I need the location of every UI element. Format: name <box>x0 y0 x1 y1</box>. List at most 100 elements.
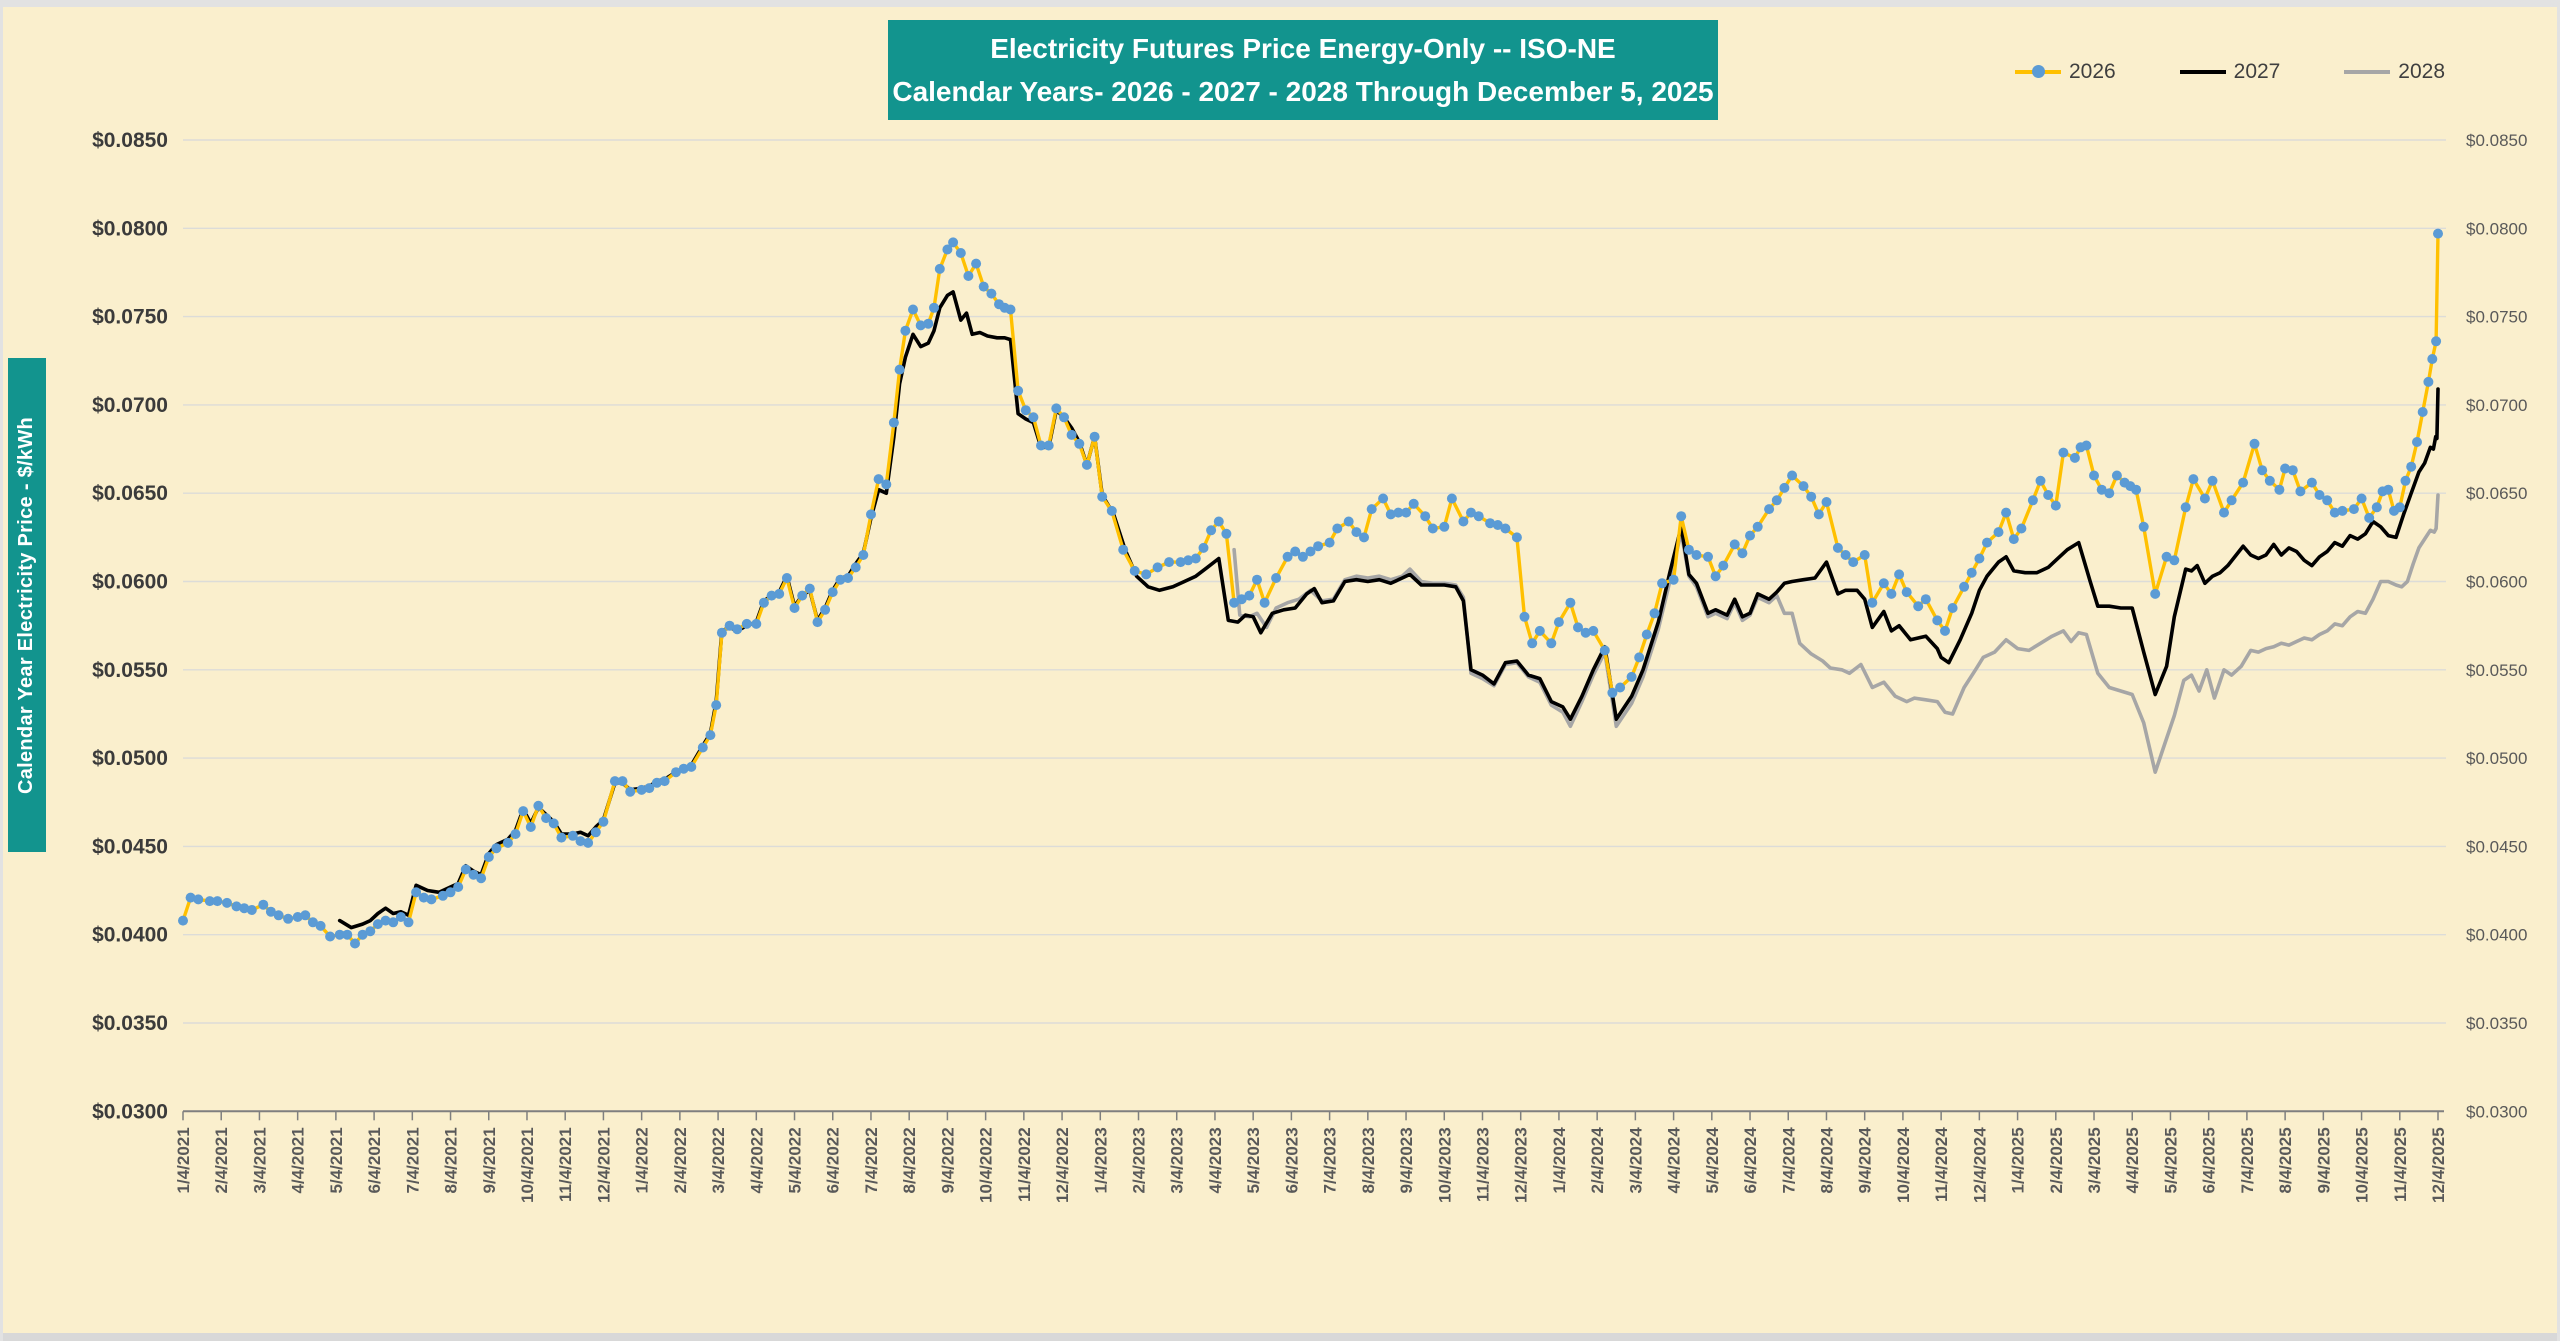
data-point-2026 <box>1848 557 1859 568</box>
data-point-2026 <box>525 822 536 832</box>
data-point-2026 <box>751 618 762 629</box>
data-point-2026 <box>1676 511 1687 522</box>
data-point-2026 <box>567 830 578 841</box>
data-point-2026 <box>1607 687 1618 698</box>
data-point-2026 <box>590 827 601 838</box>
data-point-2026 <box>283 913 294 924</box>
data-point-2026 <box>1821 497 1832 507</box>
data-point-2026 <box>2089 470 2099 481</box>
data-point-2026 <box>2027 495 2038 506</box>
x-tick-label: 4/4/2022 <box>747 1127 766 1193</box>
data-point-2026 <box>915 320 926 331</box>
data-point-2026 <box>1485 518 1496 529</box>
data-point-2026 <box>1141 569 1152 580</box>
data-point-2026 <box>1190 553 1201 564</box>
x-tick-label: 3/4/2025 <box>2085 1127 2104 1193</box>
data-point-2026 <box>1580 627 1591 638</box>
data-point-2026 <box>2314 490 2325 500</box>
y-tick-label-right: $0.0400 <box>2466 926 2527 945</box>
data-point-2026 <box>843 573 853 583</box>
data-point-2026 <box>1534 625 1545 636</box>
legend-item-2026[interactable]: 2026 <box>2015 60 2116 84</box>
x-tick-label: 10/4/2021 <box>518 1127 537 1203</box>
legend-line-sample-2028 <box>2344 70 2391 74</box>
data-point-2026 <box>1066 429 1077 440</box>
x-tick-label: 3/4/2024 <box>1626 1127 1645 1194</box>
data-point-2026 <box>258 899 269 910</box>
x-tick-label: 2/4/2025 <box>2047 1127 2066 1193</box>
data-point-2026 <box>437 890 448 901</box>
data-point-2026 <box>1378 493 1389 504</box>
data-point-2026 <box>942 244 953 255</box>
data-point-2026 <box>510 829 521 839</box>
data-point-2026 <box>1175 557 1186 568</box>
x-tick-label: 11/4/2022 <box>1015 1127 1034 1202</box>
data-point-2026 <box>273 910 284 921</box>
data-point-2026 <box>929 302 939 313</box>
data-point-2026 <box>2008 534 2019 545</box>
data-point-2026 <box>2394 502 2405 513</box>
legend-line-sample-2026 <box>2015 65 2061 78</box>
x-tick-label: 12/4/2022 <box>1053 1127 1072 1203</box>
x-tick-label: 6/4/2021 <box>365 1127 384 1193</box>
data-point-2026 <box>395 912 406 922</box>
x-tick-labels: 1/4/2021 2/4/2021 3/4/2021 4/4/2021 5/4/2021… <box>174 1127 2448 1203</box>
x-tick-label: 12/4/2021 <box>594 1127 613 1203</box>
data-point-2026 <box>716 627 727 638</box>
x-tick-label: 9/4/2023 <box>1397 1127 1416 1193</box>
x-tick-label: 6/4/2022 <box>824 1127 843 1193</box>
data-point-2026 <box>609 776 620 787</box>
x-tick-label: 10/4/2025 <box>2353 1127 2372 1203</box>
y-tick-label-left: $0.0800 <box>92 217 168 240</box>
x-tick-label: 3/4/2023 <box>1168 1127 1187 1193</box>
data-point-2026 <box>185 892 196 903</box>
legend-label-2028: 2028 <box>2398 60 2445 83</box>
data-point-2026 <box>978 281 989 292</box>
y-axis-labels-left: $0.0850 $0.0800 $0.0750 $0.0700 $0.0650 $0.06… <box>92 129 168 1123</box>
legend-item-2028[interactable]: 2028 <box>2344 60 2445 84</box>
data-point-2026 <box>2356 493 2367 504</box>
data-point-2026 <box>2131 484 2142 495</box>
y-tick-label-left: $0.0500 <box>92 747 168 770</box>
x-tick-label: 1/4/2021 <box>174 1127 193 1193</box>
data-point-2026 <box>1771 495 1782 506</box>
data-point-2026 <box>1401 507 1412 518</box>
x-tick-label: 3/4/2022 <box>709 1127 728 1193</box>
data-point-2026 <box>1779 482 1790 493</box>
x-tick-label: 5/4/2023 <box>1244 1127 1263 1193</box>
legend-marker-dot-2026 <box>2032 65 2045 78</box>
data-point-2026 <box>388 917 399 928</box>
data-point-2026 <box>2329 507 2340 518</box>
data-point-2026 <box>315 920 326 931</box>
data-point-2026 <box>265 906 276 917</box>
data-point-2026 <box>1152 562 1163 573</box>
data-point-2026 <box>1183 555 1194 566</box>
data-point-2026 <box>2412 437 2422 447</box>
data-point-2026 <box>365 926 376 937</box>
data-point-2026 <box>2207 475 2218 486</box>
x-tick-label: 4/4/2021 <box>289 1127 308 1193</box>
data-point-2026 <box>2348 504 2359 515</box>
data-point-2026 <box>334 929 345 940</box>
data-point-2026 <box>1913 601 1924 612</box>
chart-title-box: Electricity Futures Price Energy-Only --… <box>888 20 1718 120</box>
legend-item-2027[interactable]: 2027 <box>2179 60 2280 84</box>
x-tick-label: 10/4/2024 <box>1894 1127 1913 1203</box>
data-point-2026 <box>1729 539 1740 550</box>
data-point-2026 <box>1005 304 1016 315</box>
data-point-2026 <box>1599 645 1610 656</box>
data-point-2026 <box>307 917 318 928</box>
data-point-2026 <box>1947 603 1958 613</box>
data-point-2026 <box>2199 493 2210 504</box>
data-point-2026 <box>1588 625 1599 636</box>
data-point-2026 <box>350 938 360 949</box>
x-tick-label: 5/4/2024 <box>1703 1127 1722 1194</box>
data-point-2026 <box>711 700 722 711</box>
data-point-2026 <box>1920 594 1931 605</box>
data-point-2026 <box>1420 511 1431 522</box>
data-point-2026 <box>948 237 959 248</box>
data-point-2026 <box>1959 581 1970 592</box>
data-point-2026 <box>1332 523 1343 534</box>
data-point-2026 <box>418 892 429 903</box>
y-tick-label-left: $0.0700 <box>92 394 168 417</box>
